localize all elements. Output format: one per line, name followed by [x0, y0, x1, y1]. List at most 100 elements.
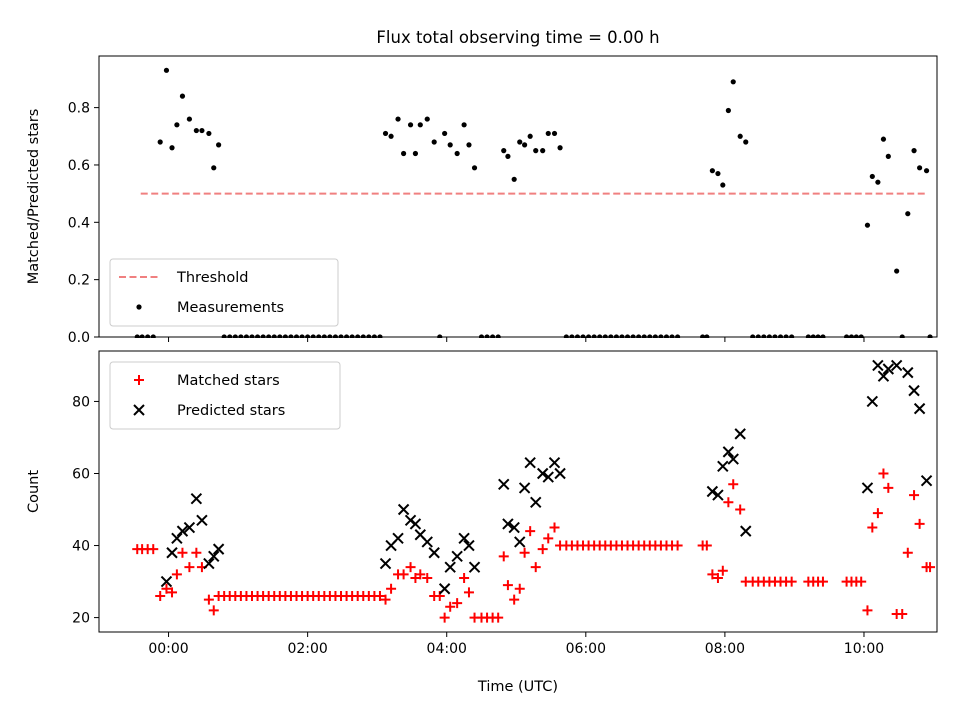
matched-star-point	[786, 576, 797, 587]
matched-star-point	[925, 562, 936, 573]
matched-star-point	[398, 569, 409, 580]
measurement-point	[466, 142, 472, 148]
measurement-point	[401, 150, 407, 157]
matched-star-point	[902, 547, 913, 558]
matched-star-point	[530, 562, 541, 573]
predicted-star-point	[212, 543, 225, 555]
legend-label: Matched stars	[177, 373, 280, 389]
measurement-point	[730, 79, 736, 85]
matched-star-point	[459, 572, 470, 583]
predicted-star-point	[727, 453, 739, 465]
predicted-star-point	[872, 359, 884, 372]
measurement-point	[417, 122, 423, 128]
predicted-star-point	[379, 557, 392, 570]
predicted-star-point	[877, 370, 890, 382]
measurement-point	[193, 127, 199, 134]
matched-star-point	[817, 576, 828, 587]
legend-box	[109, 361, 341, 430]
matched-star-point	[914, 518, 925, 529]
matched-star-point	[537, 544, 548, 555]
y-tick-label: 0.6	[68, 158, 90, 174]
x-tick-label: 00:00	[148, 641, 188, 657]
matched-star-point	[701, 540, 712, 551]
x-tick-label: 10:00	[844, 641, 884, 657]
predicted-star-point	[160, 575, 173, 588]
matched-star-point	[374, 590, 385, 601]
legend-label: Threshold	[176, 270, 248, 286]
measurement-point	[869, 173, 875, 180]
predicted-star-point	[468, 561, 481, 573]
predicted-star-point	[451, 550, 463, 563]
predicted-star-point	[428, 547, 440, 559]
measurement-point	[545, 130, 551, 137]
measurement-point	[431, 139, 437, 145]
legend-label: Measurements	[177, 300, 284, 316]
predicted-star-point	[542, 471, 554, 483]
x-tick-label: 04:00	[427, 641, 467, 657]
measurement-point	[424, 116, 430, 122]
measurement-point	[216, 142, 222, 148]
predicted-star-point	[920, 474, 933, 487]
predicted-star-point	[171, 532, 183, 545]
predicted-star-point	[183, 521, 196, 534]
matched-star-point	[405, 562, 416, 573]
predicted-star-point	[722, 446, 735, 458]
measurement-point	[505, 153, 511, 159]
matched-star-point	[543, 533, 554, 544]
matched-star-point	[878, 468, 889, 479]
matched-star-point	[856, 576, 867, 587]
matched-star-point	[380, 594, 391, 605]
legend-predicted-stars-swatch	[133, 404, 145, 416]
matched-star-point	[191, 547, 202, 558]
measurement-point	[894, 268, 900, 274]
y-axis-label: Count	[26, 470, 42, 513]
matched-star-point	[897, 608, 908, 619]
matched-star-point	[514, 583, 525, 594]
legend-label: Predicted stars	[177, 403, 285, 419]
y-tick-label: 0.2	[68, 273, 90, 289]
measurement-point	[725, 107, 731, 114]
measurement-point	[743, 139, 749, 145]
measurement-point	[163, 67, 170, 73]
measurement-point	[551, 130, 558, 137]
measurement-point	[905, 211, 911, 217]
matched-star-point	[415, 569, 426, 580]
predicted-star-point	[438, 583, 451, 595]
measurement-point	[388, 133, 394, 139]
matched-star-point	[502, 580, 513, 591]
y-tick-label: 80	[72, 394, 90, 410]
y-tick-label: 0.4	[68, 215, 90, 231]
measurement-point	[501, 148, 507, 154]
matched-star-point	[155, 590, 166, 601]
measurement-point	[527, 133, 533, 139]
predicted-star-point	[498, 478, 510, 491]
legend-measurements-swatch	[136, 304, 142, 310]
measurement-point	[864, 222, 871, 228]
chart-title: Flux total observing time = 0.00 h	[376, 28, 659, 47]
matched-star-point	[208, 605, 219, 616]
y-tick-label: 40	[72, 539, 90, 555]
measurement-point	[885, 153, 891, 159]
predicted-star-point	[548, 456, 561, 469]
legend: Threshold Measurements	[109, 258, 339, 327]
matched-star-point	[148, 544, 159, 555]
predicted-star-point	[530, 496, 542, 509]
predicted-star-point	[717, 460, 729, 472]
measurement-point	[447, 142, 453, 148]
measurement-point	[720, 182, 726, 188]
matched-star-point	[707, 569, 718, 580]
measurement-point	[511, 176, 517, 182]
matched-star-point	[203, 594, 214, 605]
x-tick-label: 06:00	[566, 641, 606, 657]
matched-star-point	[723, 497, 734, 508]
predicted-star-point	[706, 485, 719, 498]
matched-star-point	[909, 490, 920, 501]
measurement-point	[186, 116, 193, 122]
measurement-point	[461, 122, 467, 128]
predicted-star-point	[554, 467, 566, 480]
matched-star-point	[161, 583, 172, 594]
predicted-star-point	[409, 518, 422, 530]
x-tick-label: 02:00	[287, 641, 327, 657]
axes-frame	[98, 55, 938, 338]
